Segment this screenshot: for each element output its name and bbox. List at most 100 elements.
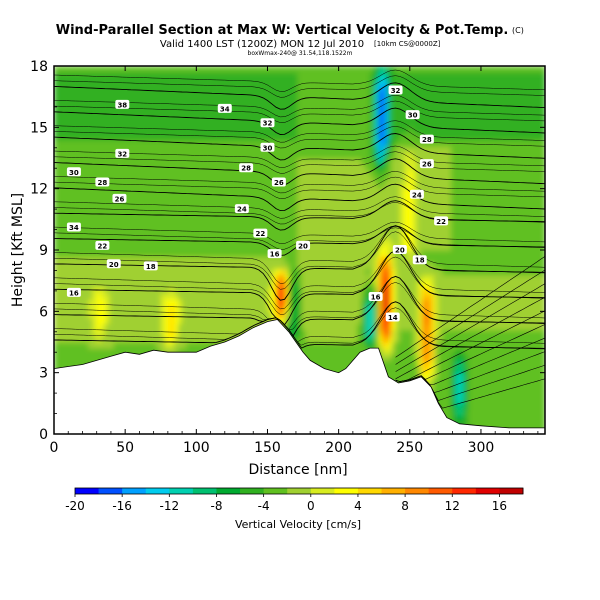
velocity-cell — [399, 188, 405, 196]
velocity-cell — [186, 323, 192, 331]
velocity-cell — [288, 213, 294, 220]
velocity-cell — [280, 292, 286, 300]
velocity-cell — [297, 335, 303, 343]
velocity-cell — [348, 237, 354, 245]
velocity-cell — [224, 194, 230, 202]
velocity-cell — [216, 317, 222, 325]
velocity-cell — [250, 250, 256, 257]
velocity-cell — [54, 268, 59, 276]
velocity-cell — [352, 133, 358, 141]
velocity-cell — [357, 305, 363, 312]
velocity-cell — [126, 200, 132, 208]
velocity-cell — [199, 96, 205, 104]
velocity-cell — [88, 348, 94, 355]
velocity-cell — [143, 274, 149, 282]
velocity-cell — [113, 231, 119, 239]
velocity-cell — [378, 219, 384, 227]
velocity-cell — [233, 145, 239, 153]
velocity-cell — [109, 317, 115, 325]
velocity-cell — [75, 182, 81, 190]
velocity-cell — [216, 292, 222, 300]
velocity-cell — [246, 84, 251, 92]
velocity-cell — [122, 237, 128, 245]
velocity-cell — [203, 66, 209, 73]
velocity-cell — [109, 115, 115, 122]
velocity-cell — [280, 145, 286, 153]
velocity-cell — [229, 66, 234, 73]
velocity-cell — [165, 102, 170, 110]
velocity-cell — [237, 292, 243, 300]
velocity-cell — [361, 250, 367, 257]
velocity-cell — [310, 323, 316, 331]
velocity-cell — [58, 139, 64, 147]
velocity-cell — [404, 268, 409, 276]
velocity-cell — [241, 243, 247, 251]
velocity-cell — [211, 323, 217, 331]
velocity-cell — [207, 317, 213, 325]
velocity-cell — [310, 151, 316, 159]
velocity-cell — [229, 323, 234, 331]
velocity-cell — [165, 145, 170, 153]
velocity-cell — [331, 329, 337, 337]
velocity-cell — [387, 299, 392, 306]
velocity-cell — [147, 84, 153, 92]
velocity-cell — [327, 280, 333, 288]
velocity-cell — [109, 182, 115, 190]
velocity-cell — [109, 66, 115, 73]
velocity-cell — [152, 84, 158, 92]
velocity-cell — [369, 250, 375, 257]
velocity-cell — [374, 176, 380, 184]
velocity-cell — [126, 176, 132, 184]
velocity-cell — [182, 108, 187, 116]
velocity-cell — [92, 176, 98, 184]
velocity-cell — [79, 299, 85, 306]
velocity-cell — [118, 133, 123, 141]
velocity-cell — [105, 274, 111, 282]
velocity-cell — [258, 115, 264, 122]
velocity-cell — [344, 317, 350, 325]
velocity-cell — [361, 299, 367, 306]
velocity-cell — [118, 200, 123, 208]
velocity-cell — [241, 219, 247, 227]
velocity-cell — [322, 72, 328, 79]
velocity-cell — [58, 250, 64, 257]
velocity-cell — [79, 213, 85, 220]
velocity-cell — [314, 354, 320, 361]
velocity-cell — [177, 133, 183, 141]
velocity-cell — [305, 292, 311, 300]
velocity-cell — [340, 108, 345, 116]
velocity-cell — [258, 127, 264, 135]
velocity-cell — [344, 262, 350, 269]
velocity-cell — [122, 219, 128, 227]
velocity-cell — [190, 243, 196, 251]
velocity-cell — [361, 317, 367, 325]
velocity-cell — [58, 335, 64, 343]
velocity-cell — [177, 72, 183, 79]
velocity-cell — [314, 360, 320, 368]
velocity-cell — [331, 115, 337, 122]
velocity-cell — [404, 207, 409, 214]
velocity-cell — [156, 311, 162, 319]
velocity-cell — [165, 311, 170, 319]
velocity-cell — [83, 127, 89, 135]
velocity-cell — [352, 225, 358, 233]
velocity-cell — [276, 66, 281, 73]
velocity-cell — [374, 108, 380, 116]
velocity-cell — [113, 96, 119, 104]
velocity-cell — [118, 72, 123, 79]
velocity-cell — [220, 164, 226, 171]
velocity-cell — [126, 268, 132, 276]
velocity-cell — [126, 342, 132, 349]
velocity-cell — [258, 311, 264, 319]
velocity-cell — [335, 280, 341, 288]
velocity-cell — [122, 207, 128, 214]
velocity-cell — [207, 262, 213, 269]
velocity-cell — [276, 286, 281, 294]
velocity-cell — [374, 305, 380, 312]
velocity-cell — [177, 108, 183, 116]
velocity-cell — [293, 158, 298, 165]
velocity-cell — [165, 237, 170, 245]
velocity-cell — [310, 200, 316, 208]
velocity-cell — [182, 292, 187, 300]
velocity-cell — [391, 200, 397, 208]
